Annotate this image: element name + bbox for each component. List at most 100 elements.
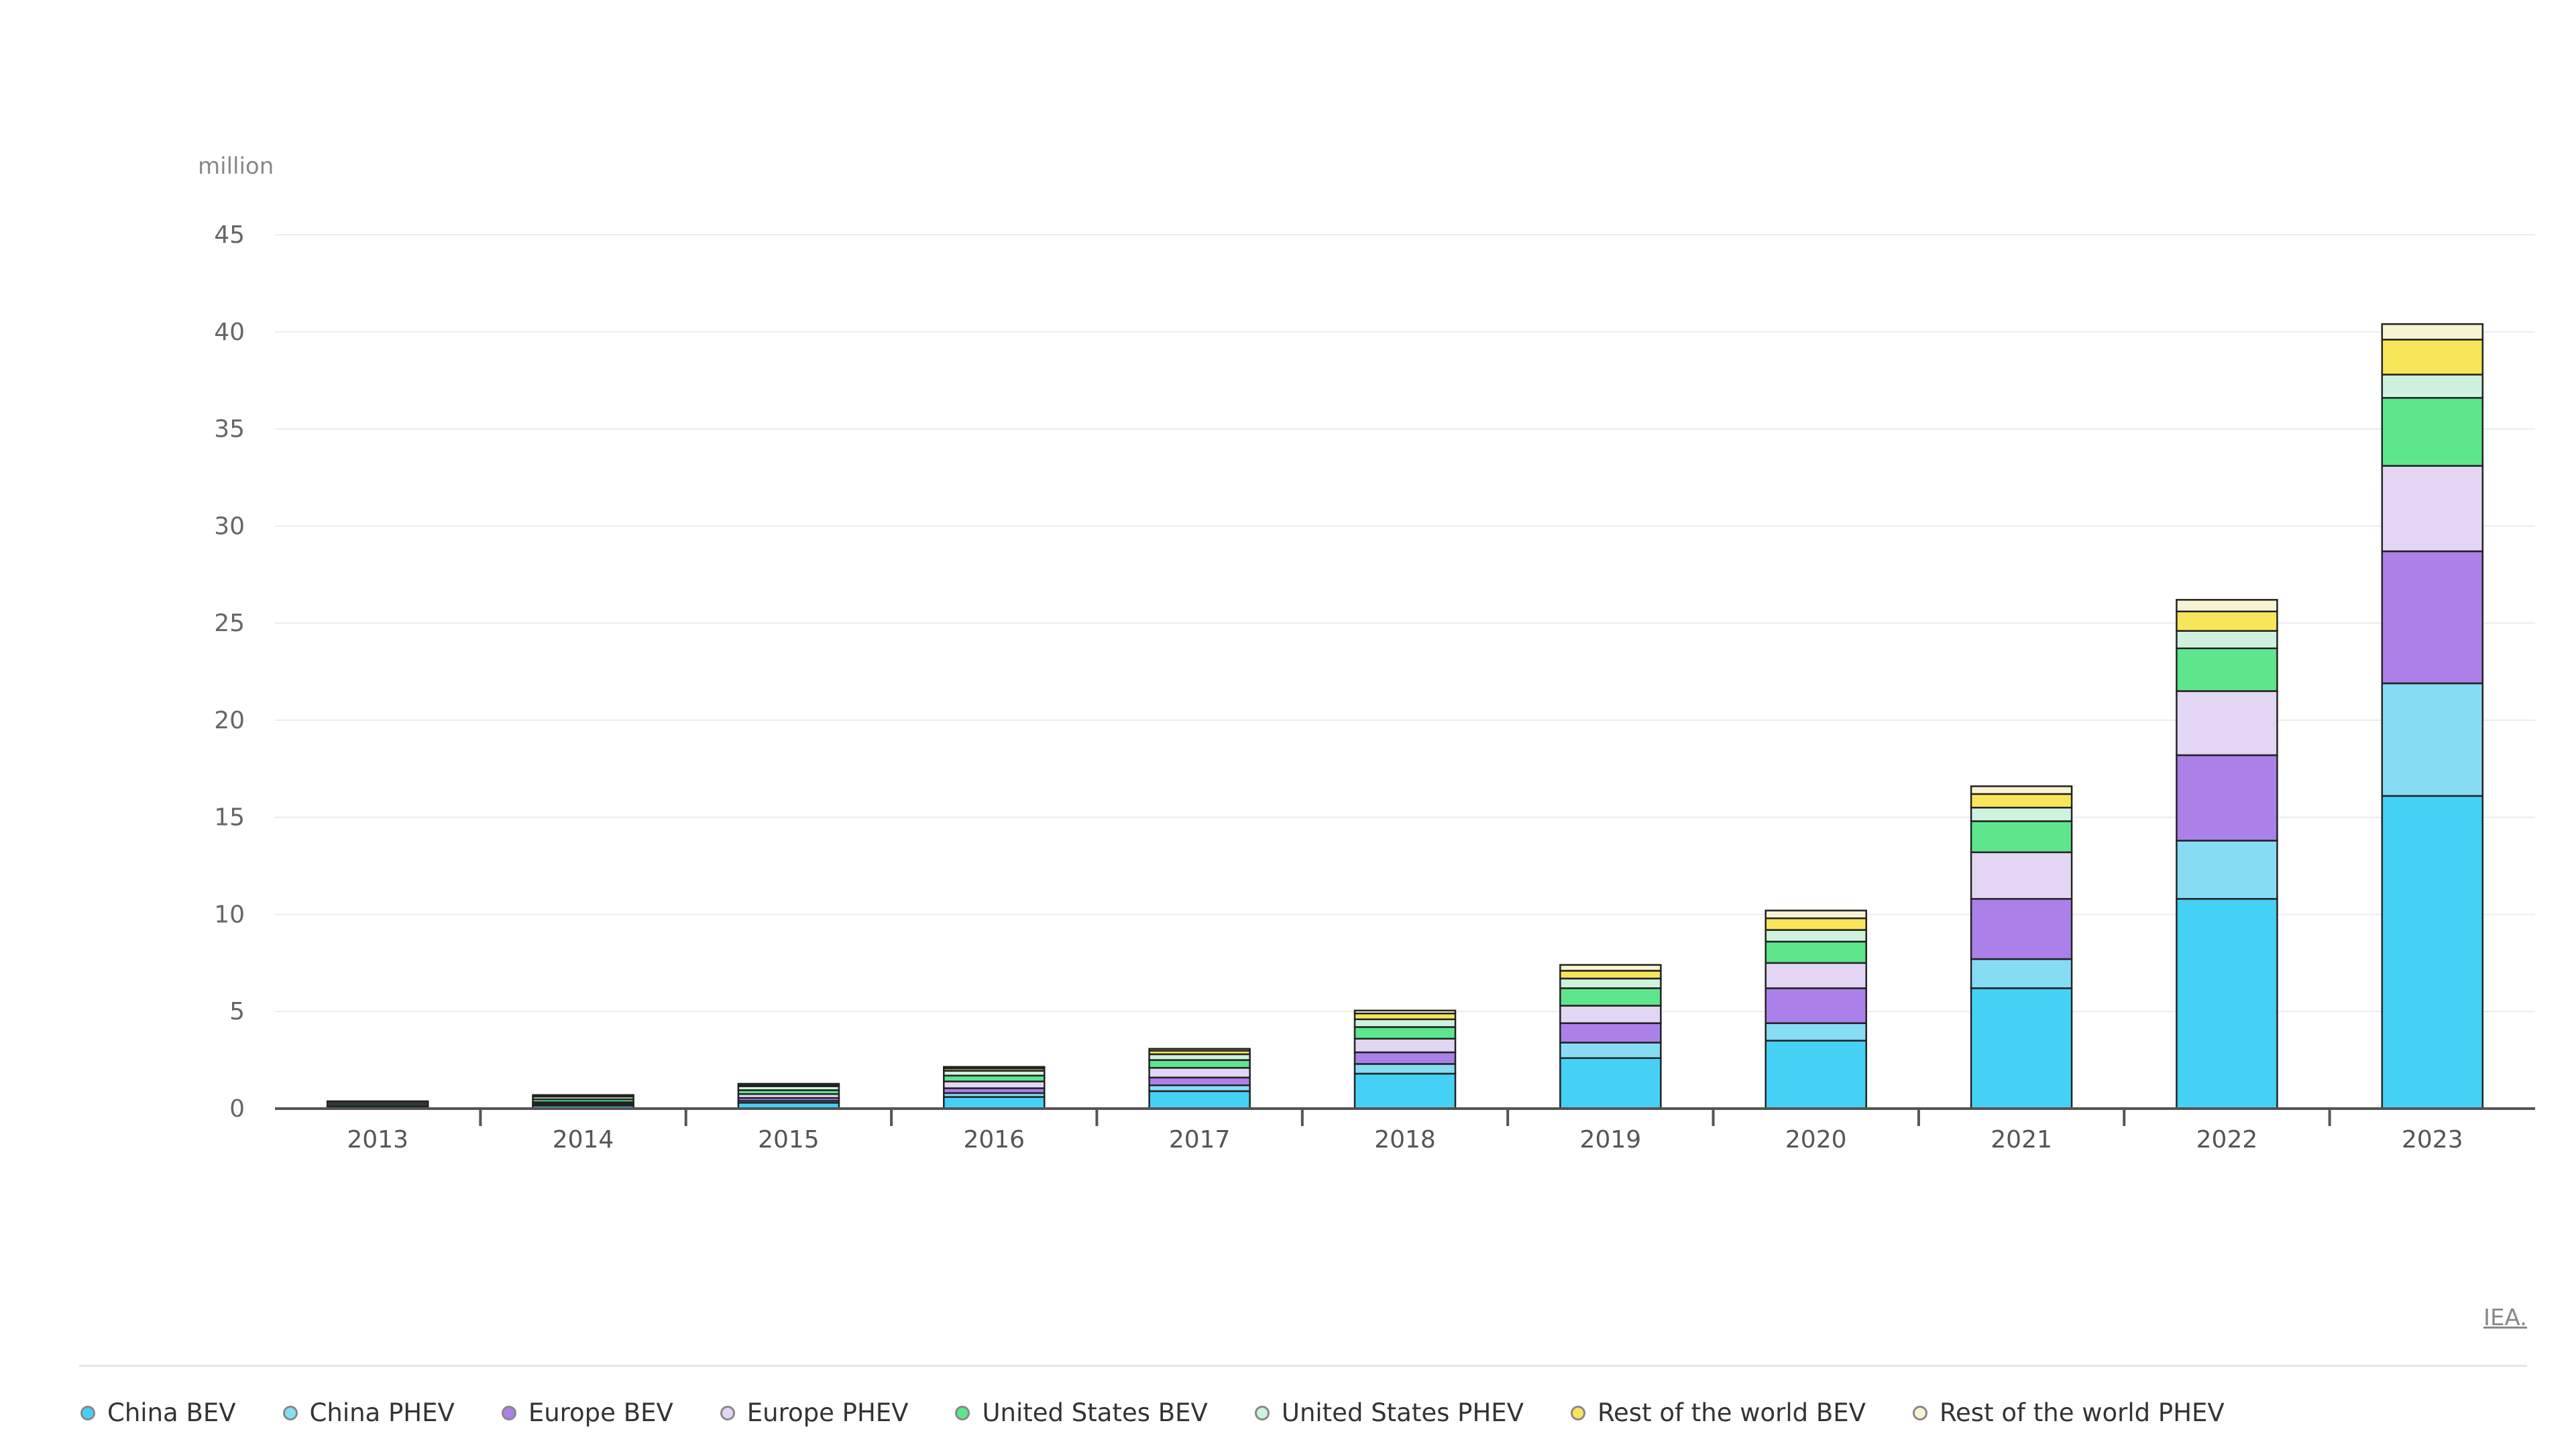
bar-segment: [1970, 958, 2073, 989]
bar-segment: [2176, 647, 2278, 692]
bar-layer: [326, 323, 2484, 1110]
bar-segment: [2381, 323, 2484, 341]
bar-segment: [1148, 1084, 1251, 1093]
legend-item[interactable]: Rest of the world BEV: [1571, 1398, 1866, 1427]
legend-swatch: [720, 1405, 735, 1420]
bar-segment: [2176, 599, 2278, 612]
legend-item[interactable]: Europe BEV: [501, 1398, 673, 1427]
bar-segment: [1559, 977, 1662, 989]
y-tick-label: 25: [214, 610, 245, 637]
bar-segment: [1970, 851, 2073, 900]
bar-segment: [1765, 1022, 1867, 1042]
unit-label: million: [198, 153, 274, 180]
bar-segment: [1353, 1038, 1457, 1054]
bar-segment: [1970, 987, 2073, 1110]
bar-segment: [2176, 610, 2278, 632]
bar-segment: [1559, 1005, 1662, 1024]
bar-segment: [1765, 1040, 1867, 1110]
bar-segment: [1353, 1009, 1457, 1015]
bar-segment: [2381, 550, 2484, 685]
legend-swatch: [1571, 1405, 1585, 1420]
grid-layer: [275, 234, 2535, 1013]
legend-label: Europe BEV: [528, 1398, 673, 1427]
bar-segment: [1353, 1063, 1457, 1075]
source-link[interactable]: IEA.: [2483, 1304, 2527, 1331]
legend-item[interactable]: Europe PHEV: [720, 1398, 908, 1427]
legend-swatch: [80, 1405, 95, 1420]
legend-swatch: [282, 1405, 298, 1420]
y-tick-label: 0: [229, 1095, 245, 1123]
bar-segment: [1148, 1076, 1251, 1086]
bar-segment: [2176, 898, 2278, 1110]
bar-segment: [1353, 1072, 1457, 1110]
bar-segment: [1765, 929, 1867, 943]
bar-segment: [1559, 1042, 1662, 1059]
bar-segment: [1559, 1022, 1662, 1044]
bar-segment: [1970, 898, 2073, 960]
legend-item[interactable]: United States PHEV: [1254, 1398, 1524, 1427]
bar-segment: [2381, 465, 2484, 553]
legend-label: United States PHEV: [1281, 1398, 1524, 1427]
bar-segment: [1765, 917, 1867, 931]
bar-segment: [1353, 1026, 1457, 1040]
legend-item[interactable]: Rest of the world PHEV: [1912, 1398, 2225, 1427]
axis-layer: 0 5 10 15 20 25 30 35 40 45 2013 2014 2015 2016 2017 20…: [214, 221, 2535, 1154]
bar-segment: [2176, 840, 2278, 900]
x-tick-label: 2016: [963, 1126, 1025, 1154]
x-tick-label: 2019: [1580, 1126, 1642, 1154]
x-tick-label: 2018: [1374, 1126, 1436, 1154]
y-tick-label: 45: [214, 221, 245, 249]
bar-segment: [943, 1066, 1046, 1070]
bar-segment: [1559, 987, 1662, 1007]
bar-segment: [1148, 1053, 1251, 1061]
bar-segment: [2381, 374, 2484, 399]
bar-segment: [1970, 793, 2073, 809]
x-tick-label: 2013: [347, 1126, 408, 1154]
x-tick-label: 2020: [1785, 1126, 1847, 1154]
legend-item[interactable]: China PHEV: [282, 1398, 455, 1427]
bar-segment: [1970, 820, 2073, 854]
bar-segment: [1353, 1051, 1457, 1065]
legend: China BEV China PHEV Europe BEV Europe PHEV…: [80, 1398, 2225, 1427]
bar-segment: [1559, 1057, 1662, 1110]
y-tick-label: 35: [214, 416, 245, 443]
y-tick-label: 30: [214, 512, 245, 540]
bar-segment: [943, 1080, 1046, 1089]
bar-segment: [1148, 1059, 1251, 1069]
legend-swatch: [1254, 1405, 1270, 1420]
bar-segment: [1970, 806, 2073, 822]
y-tick-label: 10: [214, 901, 245, 928]
bar-segment: [1765, 940, 1867, 964]
bar-segment: [1765, 962, 1867, 989]
legend-label: China BEV: [107, 1398, 236, 1427]
legend-item[interactable]: China BEV: [80, 1398, 236, 1427]
bar-segment: [1765, 987, 1867, 1024]
bar-segment: [943, 1074, 1046, 1082]
legend-label: China PHEV: [309, 1398, 455, 1427]
legend-item[interactable]: United States BEV: [955, 1398, 1208, 1427]
legend-swatch: [1912, 1405, 1927, 1420]
bar-segment: [2381, 339, 2484, 376]
bar-segment: [2381, 795, 2484, 1110]
x-tick-label: 2021: [1991, 1126, 2052, 1154]
x-tick-label: 2014: [553, 1126, 614, 1154]
bar-segment: [1559, 970, 1662, 980]
y-tick-label: 40: [214, 319, 245, 346]
bar-segment: [2176, 690, 2278, 757]
bar-segment: [2381, 682, 2484, 797]
y-tick-label: 15: [214, 804, 245, 832]
legend-label: Rest of the world BEV: [1598, 1398, 1866, 1427]
legend-divider: [79, 1365, 2527, 1367]
x-tick-label: 2023: [2402, 1126, 2463, 1154]
bar-segment: [2381, 396, 2484, 467]
bar-segment: [1353, 1018, 1457, 1028]
bar-segment: [1353, 1012, 1457, 1021]
bar-segment: [1148, 1066, 1251, 1078]
legend-label: Rest of the world PHEV: [1939, 1398, 2225, 1427]
bar-segment: [2176, 754, 2278, 842]
x-tick-label: 2015: [758, 1126, 820, 1154]
bar-segment: [943, 1096, 1046, 1110]
bar-segment: [326, 1100, 429, 1103]
x-tick-label: 2017: [1169, 1126, 1231, 1154]
